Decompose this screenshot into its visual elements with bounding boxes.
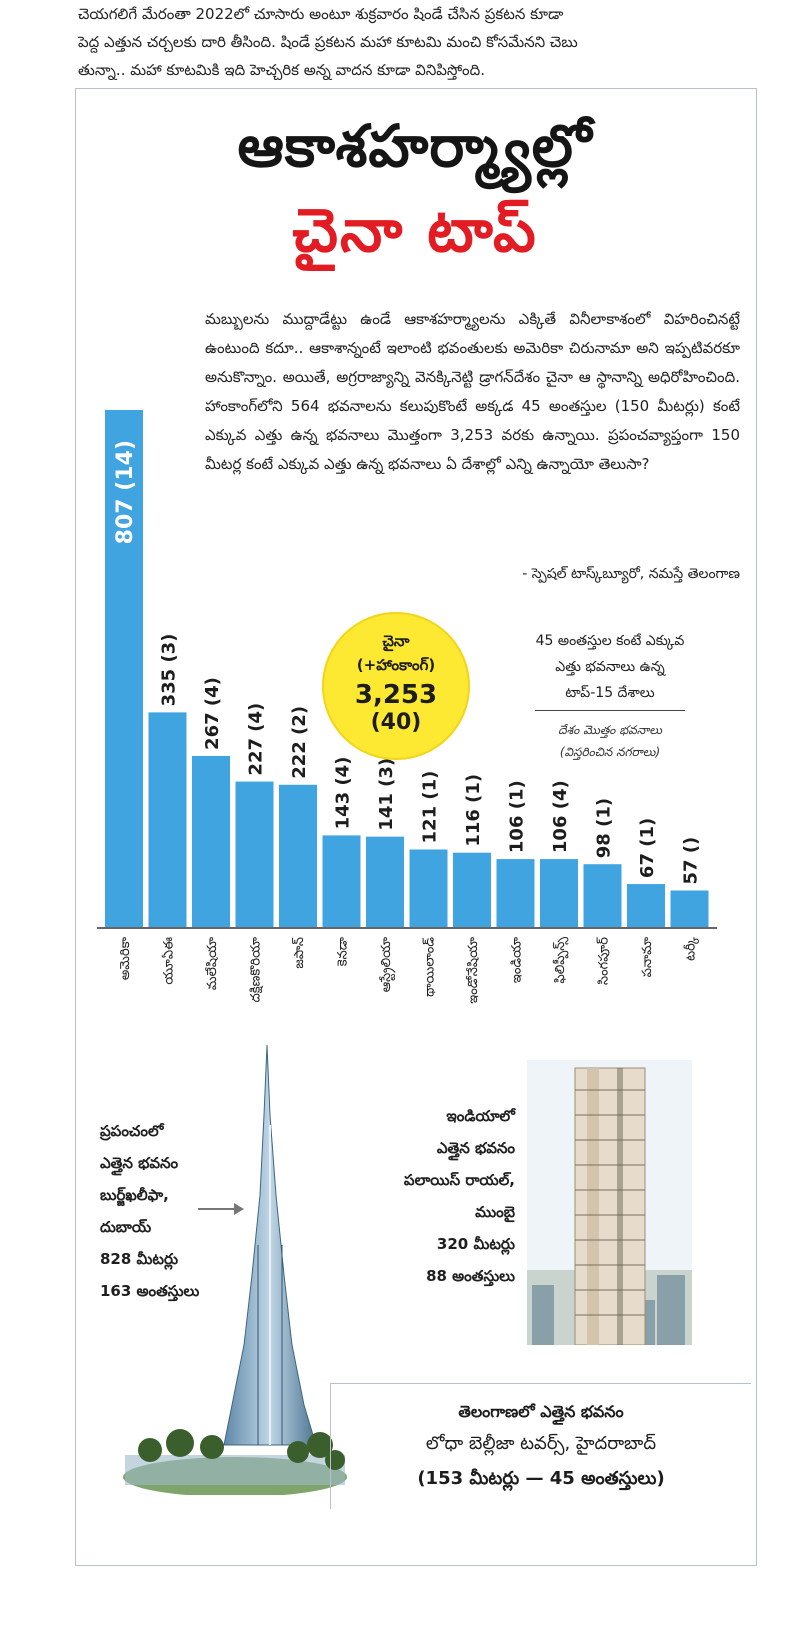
india-building-line: 88 అంతస్తులు [426,1267,515,1285]
bar [670,890,709,927]
telangana-line: తెలంగాణలో ఎత్తైన భవనం [458,1402,624,1421]
data-label: 222 (2) [289,706,310,779]
telangana-tallest-building: తెలంగాణలో ఎత్తైన భవనం లోధా బెల్లీజా టవర్… [330,1383,751,1509]
byline: - స్పెషల్ టాస్క్‌బ్యూరో, నమస్తే తెలంగాణ [522,566,740,582]
legend-line: టాప్-15 దేశాలు [565,685,655,701]
telangana-line: (153 మీటర్లు — 45 అంతస్తులు) [417,1468,665,1489]
article-top-text: చెయగలిగే మేరంతా 2022లో చూసారు అంటూ శుక్ర… [78,0,758,84]
chart-legend: 45 అంతస్తుల కంటే ఎక్కువ ఎత్తు భవనాలు ఉన్… [510,628,710,763]
legend-sub: (విస్తరించిన నగరాలు) [559,745,661,759]
data-label: 57 () [681,837,702,885]
category-label: దక్షిణకొరియా [249,937,264,1002]
legend-line: 45 అంతస్తుల కంటే ఎక్కువ [535,633,685,649]
india-building-line: ఇండియాలో [446,1107,515,1125]
bar [583,864,622,927]
data-label: 227 (4) [246,703,267,776]
china-badge-cities: (40) [370,710,422,735]
data-label: 143 (4) [333,757,354,830]
category-label: ఫిలిప్పీన్స్ [552,936,569,983]
category-label: థాయిలాండ్ [423,937,438,997]
bar [105,410,143,927]
world-tallest-building: ప్రపంచంలో ఎత్తైన భవనం బుర్జ్‌ఖలీఫా, దుబా… [100,1115,240,1307]
india-building-line: ముంబై [475,1203,515,1221]
legend-sub: దేశం మొత్తం భవనాలు [558,723,662,737]
world-building-line: ప్రపంచంలో [100,1122,164,1140]
article-line: తున్నా.. మహా కూటమికి ఇది హెచ్చరిక అన్న వ… [78,61,485,79]
bar [496,859,535,927]
world-building-line: 828 మీటర్లు [100,1250,179,1268]
world-building-line: 163 అంతస్తులు [100,1282,200,1300]
bar [453,852,491,927]
bar [192,755,230,927]
legend-divider [535,710,685,711]
category-label: టర్కీ [684,936,700,961]
category-label: పనామా [640,937,655,977]
data-label: 106 (1) [507,780,528,853]
category-label: ఇండోనేషియా [465,937,481,1004]
bar [235,781,274,927]
bar [409,849,448,927]
palais-royale-illustration [527,1060,692,1345]
category-label: కెనడా [336,936,351,966]
china-badge-note: (+హాంకాంగ్) [356,656,436,674]
data-label: 67 (1) [637,818,658,878]
china-badge-country: చైనా [382,632,410,650]
category-label: సింగపూర్ [597,937,612,985]
bar [148,712,187,927]
bar [627,884,665,927]
legend-line: ఎత్తు భవనాలు ఉన్న [555,659,665,675]
india-building-line: పలాయిస్ రాయల్, [403,1171,515,1189]
bar [279,784,317,927]
data-label: 267 (4) [202,677,223,750]
category-label: యూఏఈ [162,937,177,985]
category-label: జపాన్ [292,937,307,969]
world-building-line: దుబాయ్ [100,1218,152,1236]
category-label: ఇండియా [510,937,525,983]
data-label: 141 (3) [376,758,397,831]
bar-chart: 807 (14) అమెరికా 335 (3) యూఏఈ 267 (4) మలేషియా… [97,410,717,1004]
bar [540,859,578,927]
world-building-line: ఎత్తైన భవనం [100,1154,179,1172]
category-label: అమెరికా [118,936,133,980]
headline-line-1: ఆకాశహర్మ్యాల్లో [237,112,593,180]
india-building-line: ఎత్తైన భవనం [436,1139,515,1157]
article-line: చెయగలిగే మేరంతా 2022లో చూసారు అంటూ శుక్ర… [78,5,564,23]
data-label: 106 (4) [550,780,571,853]
bar [366,836,404,927]
india-building-line: 320 మీటర్లు [436,1235,515,1253]
burj-khalifa-illustration [123,1045,347,1495]
data-label: 121 (1) [420,771,441,844]
data-label: 335 (3) [159,634,180,707]
data-label: 807 (14) [113,440,138,544]
article-line: పెద్ద ఎత్తున చర్చలకు దారి తీసింది. షిండే… [78,33,578,51]
headline-line-2: చైనా టాప్ [292,196,538,266]
bar [322,835,361,927]
category-label: ఆస్ట్రేలియా [379,937,396,992]
data-label: 116 (1) [463,774,484,847]
china-badge: చైనా (+హాంకాంగ్) 3,253 (40) [322,612,470,760]
arrow-pointer [198,1203,244,1215]
telangana-line: లోధా బెల్లీజా టవర్స్, హైదరాబాద్ [425,1433,657,1454]
world-building-line: బుర్జ్‌ఖలీఫా, [100,1186,169,1204]
intro-paragraph: మబ్బులను ముద్దాడేట్టు ఉండే ఆకాశహర్మ్యాలన… [205,310,740,473]
data-label: 98 (1) [594,798,615,858]
china-badge-value: 3,253 [354,680,438,710]
india-tallest-building: ఇండియాలో ఎత్తైన భవనం పలాయిస్ రాయల్, ముంబ… [370,1100,515,1292]
category-label: మలేషియా [205,937,220,990]
